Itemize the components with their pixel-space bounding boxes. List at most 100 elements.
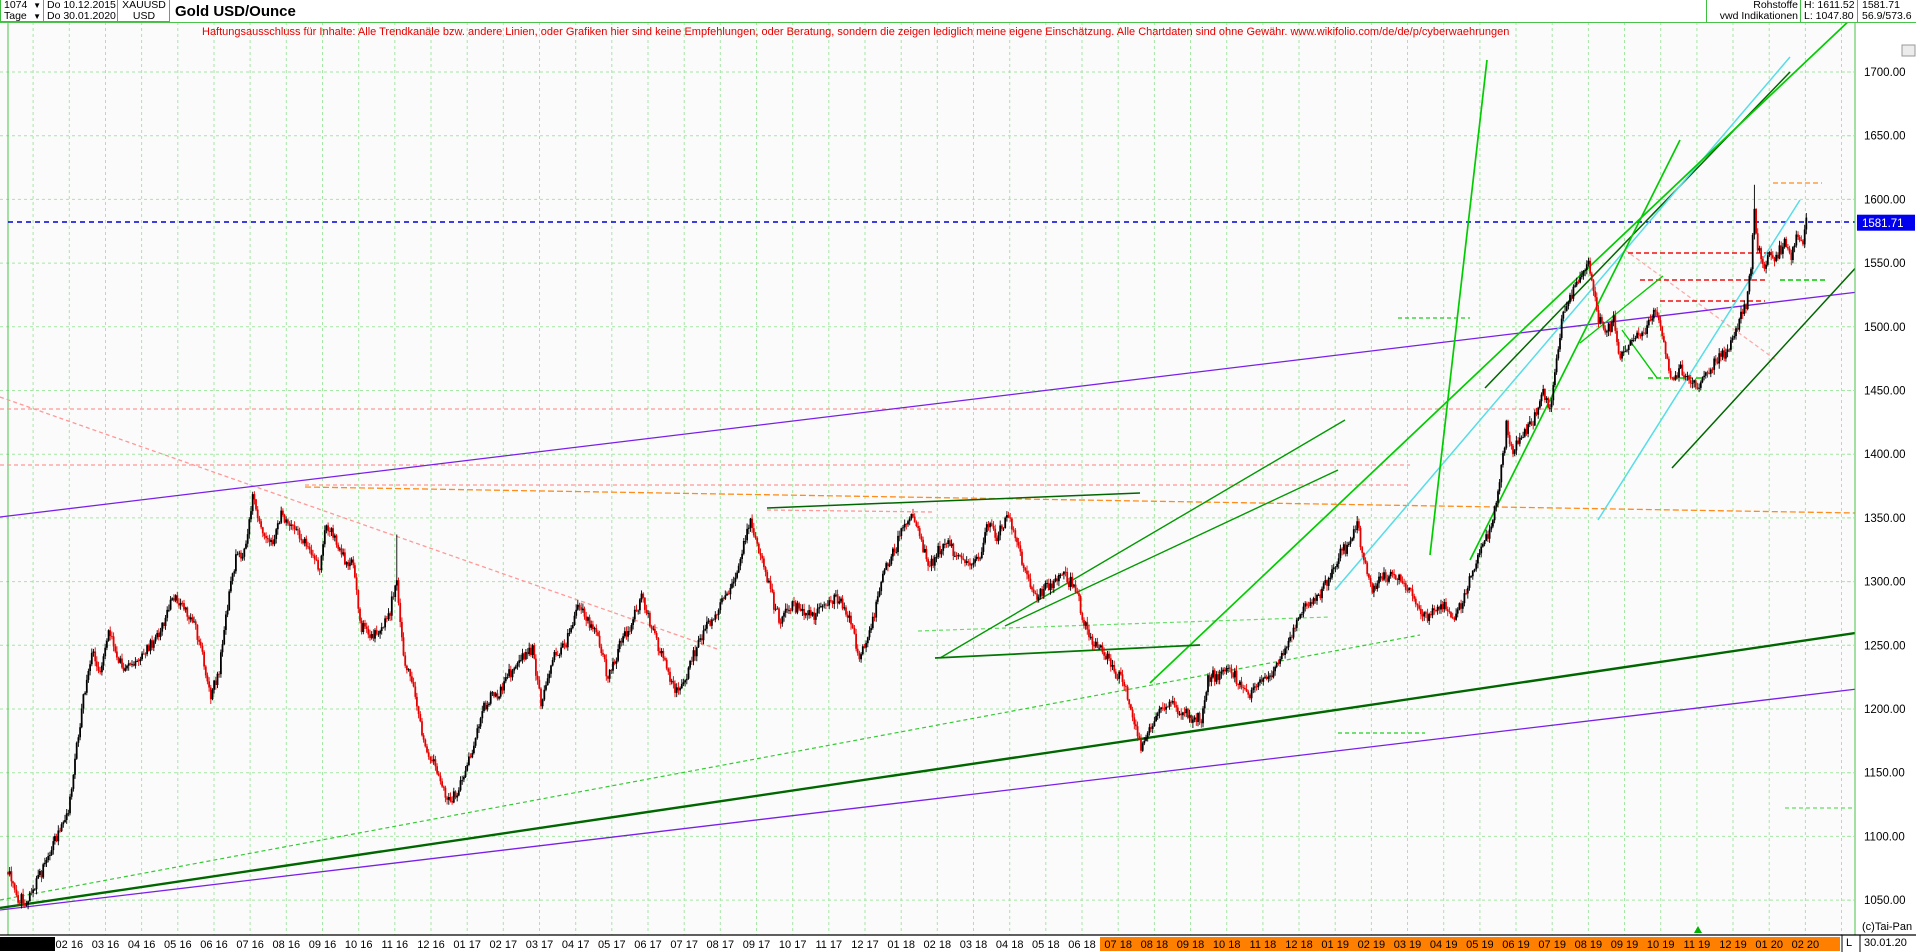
disclaimer-text: Haftungsausschluss für Inhalte: Alle Tre…	[202, 26, 1510, 38]
month-axis-label: 12 17	[851, 939, 879, 951]
month-axis-label: 04 17	[562, 939, 590, 951]
month-axis-label: 01 18	[887, 939, 915, 951]
bars-count-dropdown[interactable]: 1074 ▼	[1, 0, 43, 11]
month-axis-label: 02 19	[1358, 939, 1386, 951]
time-axis-highlight-range	[1100, 937, 1840, 951]
month-axis-label: 08 18	[1141, 939, 1169, 951]
month-axis-label: 07 17	[670, 939, 698, 951]
date-range-cell: Do 10.12.2015 Do 30.01.2020	[44, 0, 118, 22]
chevron-down-icon: ▼	[33, 12, 41, 21]
axis-l-label: L	[1846, 937, 1853, 949]
trendline-rally-cyan-2	[1597, 199, 1801, 521]
month-axis-label: 05 17	[598, 939, 626, 951]
month-axis-label: 10 18	[1213, 939, 1241, 951]
month-axis-label: 06 17	[634, 939, 662, 951]
month-axis-label: 11 16	[381, 939, 408, 951]
header-divider	[0, 22, 1916, 23]
month-axis-label: 09 19	[1611, 939, 1639, 951]
month-axis-label: 11 19	[1684, 939, 1711, 951]
month-axis-label: 08 17	[707, 939, 735, 951]
month-axis-label: 09 17	[743, 939, 771, 951]
last-price-bubble-text: 1581.71	[1862, 218, 1904, 230]
month-axis-label: 01 17	[453, 939, 481, 951]
month-axis-label: 12 16	[417, 939, 445, 951]
date-to-field[interactable]: Do 30.01.2020	[44, 11, 117, 22]
trendline-orange-level	[304, 486, 1855, 514]
date-from-field[interactable]: Do 10.12.2015	[44, 0, 117, 11]
time-axis-black-range	[0, 937, 55, 951]
indication-extra-value: 56.9/573.6	[1862, 10, 1912, 22]
price-axis-label: 1100.00	[1864, 831, 1905, 843]
price-axis-label: 1550.00	[1864, 258, 1906, 270]
trendline-downtrend-2016	[0, 396, 721, 651]
up-candle-bodies	[8, 208, 1808, 906]
month-axis-label: 10 16	[345, 939, 373, 951]
trendline-sept17-resistance	[766, 492, 1141, 509]
month-axis-label: 03 16	[92, 939, 120, 951]
trendline-rally-darkgreen-2	[1671, 267, 1855, 469]
month-axis-label: 07 19	[1538, 939, 1566, 951]
month-axis-label: 11 17	[815, 939, 842, 951]
trendline-rally-green-steep	[1429, 59, 1488, 556]
trendline-neckline-2018	[934, 644, 1201, 659]
footer-date-label: 30.01.20	[1864, 937, 1907, 949]
trendline-pennant-2	[1621, 329, 1658, 379]
trend-lines	[0, 22, 1855, 911]
grid-lines	[0, 22, 1855, 935]
price-axis-label: 1450.00	[1864, 386, 1906, 398]
month-axis-label: 09 18	[1177, 939, 1205, 951]
trendline-support-fan-dashed	[0, 634, 1421, 901]
price-axis-label: 1350.00	[1864, 513, 1906, 525]
month-axis-label: 04 18	[996, 939, 1024, 951]
symbol-cell: XAUUSD USD	[118, 0, 170, 22]
bars-count-value: 1074	[4, 0, 28, 11]
month-axis-label: 03 18	[960, 939, 988, 951]
period-value: Tage	[4, 10, 27, 22]
month-axis-label: 02 16	[56, 939, 84, 951]
trendline-green-mid-dashed	[917, 616, 1331, 632]
signal-triangle-marker	[1694, 926, 1702, 933]
asset-group-label: Rohstoffe	[1753, 0, 1798, 11]
month-axis-label: 03 19	[1394, 939, 1422, 951]
month-axis-label: 10 19	[1647, 939, 1675, 951]
period-dropdown[interactable]: Tage ▼	[1, 11, 43, 22]
last-price-value: 1581.71	[1862, 0, 1900, 11]
header-separator	[1706, 0, 1707, 22]
trendline-pennant-1	[1579, 275, 1664, 344]
copyright-label: (c)Tai-Pan	[1862, 921, 1913, 933]
month-axis-label: 03 17	[526, 939, 554, 951]
month-axis-label: 12 18	[1285, 939, 1313, 951]
month-axis-label: 05 18	[1032, 939, 1060, 951]
month-axis-label: 07 18	[1104, 939, 1132, 951]
month-axis-label: 04 19	[1430, 939, 1458, 951]
month-axis-label: 08 16	[273, 939, 301, 951]
month-axis-label: 02 18	[924, 939, 952, 951]
month-axis-label: 02 20	[1792, 939, 1820, 951]
price-axis-label: 1300.00	[1864, 577, 1906, 589]
month-axis-label: 06 19	[1502, 939, 1530, 951]
trendline-purple-channel-lower	[0, 688, 1855, 911]
trendline-mid-support-2	[1004, 469, 1339, 627]
month-axis-label: 10 17	[779, 939, 807, 951]
price-axis-label: 1650.00	[1864, 131, 1906, 143]
price-axis-label: 1600.00	[1864, 194, 1906, 206]
month-axis-label: 06 18	[1068, 939, 1096, 951]
price-axis-label: 1150.00	[1864, 768, 1905, 780]
price-axis-label: 1050.00	[1864, 895, 1906, 907]
last-price-bubble	[1857, 214, 1915, 231]
trendline-rally-green-long	[1149, 22, 1850, 684]
period-high-value: H: 1611.52	[1804, 0, 1855, 11]
month-axis-label: 04 16	[128, 939, 156, 951]
price-axis-label: 1400.00	[1864, 449, 1906, 461]
month-axis-label: 05 19	[1466, 939, 1494, 951]
month-axis-label: 09 16	[309, 939, 337, 951]
period-low-value: L: 1047.80	[1804, 10, 1854, 22]
month-axis-label: 08 19	[1575, 939, 1603, 951]
trendline-mid-support-1	[939, 419, 1346, 659]
plot-background	[0, 22, 1916, 935]
trendline-longterm-support	[0, 631, 1855, 910]
month-axis-label: 01 20	[1755, 939, 1783, 951]
month-axis-label: 02 17	[490, 939, 518, 951]
